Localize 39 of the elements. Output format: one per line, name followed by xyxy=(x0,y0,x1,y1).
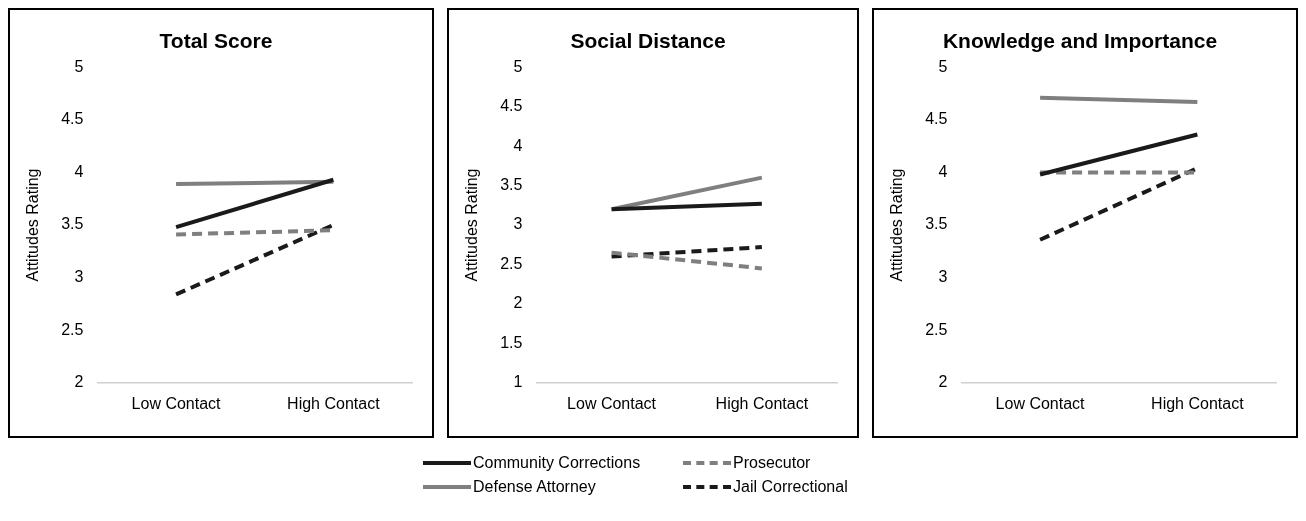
y-tick-label: 4 xyxy=(74,162,84,180)
y-axis-title: Attitudes Rating xyxy=(24,168,42,282)
x-tick-label: Low Contact xyxy=(995,394,1086,412)
chart-title: Social Distance xyxy=(570,29,726,53)
x-tick-label: Low Contact xyxy=(131,394,222,412)
y-tick-label: 3.5 xyxy=(61,215,84,233)
y-tick-label: 3.5 xyxy=(500,175,523,193)
y-tick-label: 3 xyxy=(74,268,84,286)
y-tick-label: 5 xyxy=(513,57,523,75)
y-axis-title: Attitudes Rating xyxy=(888,168,906,282)
y-tick-label: 4.5 xyxy=(61,110,84,128)
y-tick-label: 4.5 xyxy=(500,97,523,115)
y-tick-label: 2.5 xyxy=(500,254,523,272)
legend-label: Jail Correctional xyxy=(733,478,848,496)
y-tick-label: 2 xyxy=(938,373,948,391)
y-axis-title: Attitudes Rating xyxy=(463,168,481,282)
y-tick-label: 3.5 xyxy=(925,215,948,233)
chart-title: Total Score xyxy=(159,29,273,53)
legend-label: Prosecutor xyxy=(733,454,811,472)
y-tick-label: 2 xyxy=(74,373,84,391)
y-tick-label: 4.5 xyxy=(925,110,948,128)
y-tick-label: 4 xyxy=(513,136,523,154)
legend-label: Community Corrections xyxy=(473,454,641,472)
y-tick-label: 2.5 xyxy=(925,320,948,338)
y-tick-label: 2 xyxy=(513,294,523,312)
x-tick-label: High Contact xyxy=(287,394,381,412)
y-tick-label: 5 xyxy=(74,57,84,75)
y-tick-label: 1 xyxy=(513,373,523,391)
y-tick-label: 2.5 xyxy=(61,320,84,338)
x-tick-label: High Contact xyxy=(715,394,809,412)
chart-title: Knowledge and Importance xyxy=(942,29,1218,53)
y-tick-label: 5 xyxy=(938,57,948,75)
y-tick-label: 3 xyxy=(938,268,948,286)
legend-label: Defense Attorney xyxy=(473,478,596,496)
x-tick-label: High Contact xyxy=(1151,394,1245,412)
x-tick-label: Low Contact xyxy=(567,394,657,412)
y-tick-label: 4 xyxy=(938,162,948,180)
y-tick-label: 1.5 xyxy=(500,333,523,351)
y-tick-label: 3 xyxy=(513,215,523,233)
